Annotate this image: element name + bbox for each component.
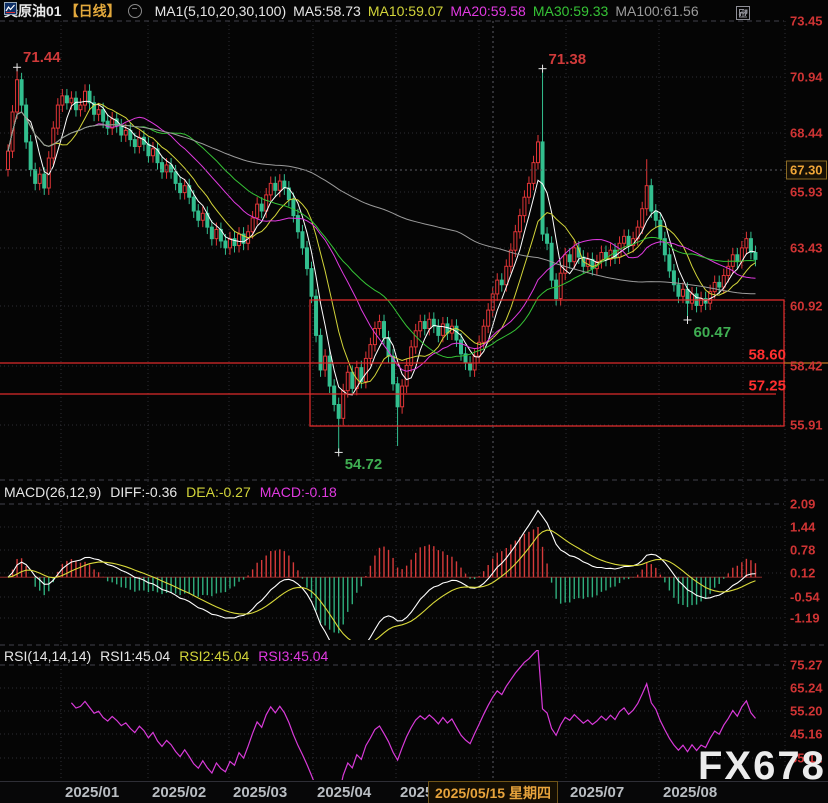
rsi-axis-label: 75.27 <box>790 657 823 673</box>
rsi2-value: RSI2:45.04 <box>179 648 250 664</box>
rsi-header: RSI(14,14,14) RSI1:45.04 RSI2:45.04 RSI3… <box>4 648 337 664</box>
price-axis-label: 63.43 <box>790 240 823 256</box>
rsi1-value: RSI1:45.04 <box>100 648 171 664</box>
macd-params-label: MACD(26,12,9) <box>4 484 102 500</box>
chart-toolbar <box>736 6 804 20</box>
ma10-value: MA10:59.07 <box>367 3 444 19</box>
ma30-value: MA30:59.33 <box>532 3 609 19</box>
indicator-window-icon[interactable] <box>736 6 768 20</box>
collapse-icon[interactable]: − <box>127 4 142 18</box>
detach-window-icon[interactable] <box>736 6 804 20</box>
date-label: 2025/07 <box>570 784 625 801</box>
macd-macd-value: MACD:-0.18 <box>259 484 337 500</box>
price-axis-label: 68.44 <box>790 125 823 141</box>
support-price-label: 57.25 <box>748 377 786 395</box>
macd-axis-label: -0.54 <box>790 589 820 605</box>
support-price-label: 58.60 <box>748 346 786 364</box>
date-label: 2025/02 <box>152 784 207 801</box>
macd-axis-label: 1.44 <box>790 519 816 535</box>
rsi3-value: RSI3:45.04 <box>258 648 329 664</box>
date-label: 2025/01 <box>65 784 120 801</box>
macd-axis-label: 0.78 <box>790 542 816 558</box>
ma20-value: MA20:59.58 <box>450 3 526 19</box>
price-axis-label: 73.45 <box>790 13 823 29</box>
ma-params-label: MA1(5,10,20,30,100) <box>154 3 287 19</box>
date-label: 2025/08 <box>663 784 718 801</box>
ma100-value: MA100:61.56 <box>615 3 699 19</box>
macd-dea-value: DEA:-0.27 <box>186 484 251 500</box>
macd-header: MACD(26,12,9) DIFF:-0.36 DEA:-0.27 MACD:… <box>4 484 346 500</box>
symbol-title[interactable]: 美原油01 <box>4 3 62 19</box>
rsi-axis-label: 55.20 <box>790 703 823 719</box>
rsi-params-label: RSI(14,14,14) <box>4 648 92 664</box>
extreme-price-label: 71.38 <box>548 50 587 68</box>
price-axis-label: 55.91 <box>790 417 823 433</box>
macd-axis-label: -1.19 <box>790 610 820 626</box>
price-axis-label: 65.93 <box>790 184 823 200</box>
crosshair-price-label: 67.30 <box>786 160 827 180</box>
rsi-axis-label: 65.24 <box>790 680 823 696</box>
date-label: 2025/03 <box>233 784 288 801</box>
date-label: 2025/04 <box>317 784 372 801</box>
period-label[interactable]: 【日线】 <box>64 3 121 19</box>
macd-axis-label: 0.12 <box>790 565 816 581</box>
extreme-price-label: 71.44 <box>23 49 61 67</box>
price-axis-label: 58.42 <box>790 358 823 374</box>
macd-axis-label: 2.09 <box>790 496 816 512</box>
rsi-axis-label: 45.16 <box>790 726 823 742</box>
ma5-value: MA5:58.73 <box>293 3 361 19</box>
macd-diff-value: DIFF:-0.36 <box>110 484 178 500</box>
extreme-price-label: 60.47 <box>693 323 732 341</box>
watermark: FX678 <box>698 744 826 788</box>
extreme-price-label: 54.72 <box>344 456 383 474</box>
rsi-axis-label: 35.12 <box>790 750 823 766</box>
price-axis-label: 70.94 <box>790 69 823 85</box>
price-axis-label: 60.92 <box>790 298 823 314</box>
crosshair-date-label: 2025/05/15 星期四 <box>428 781 558 803</box>
chart-header: 美原油01 【日线】 − MA1(5,10,20,30,100) MA5:58.… <box>4 2 706 20</box>
trend-window-icon[interactable] <box>736 6 786 20</box>
date-axis-row <box>0 781 828 803</box>
